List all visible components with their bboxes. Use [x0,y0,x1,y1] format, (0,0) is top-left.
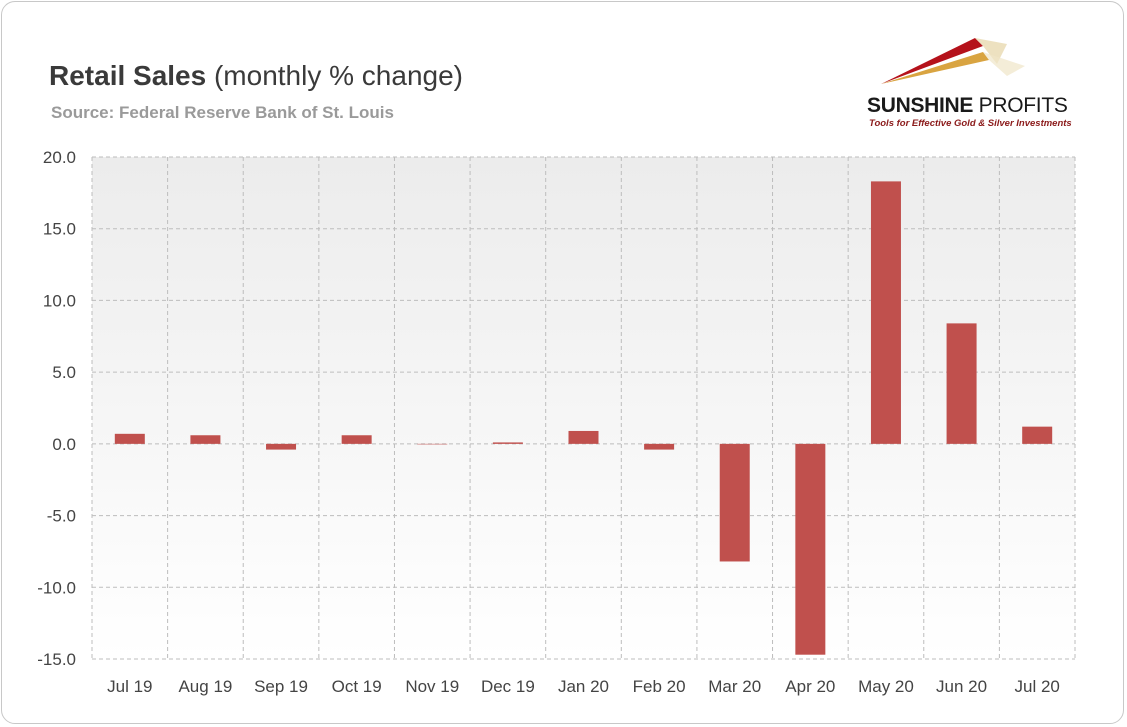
bar-sep-19 [266,443,297,450]
y-tick-label: 15.0 [43,220,76,239]
x-tick-label: Jul 20 [1015,677,1060,696]
bar-feb-20 [644,443,675,450]
x-tick-label: Jan 20 [558,677,609,696]
y-tick-label: -10.0 [37,578,76,597]
plot-area [92,157,1075,659]
title-rest: (monthly % change) [206,60,463,91]
x-tick-label: Aug 19 [178,677,232,696]
logo-rays-icon [881,38,1025,84]
x-tick-label: Apr 20 [785,677,835,696]
x-tick-label: Nov 19 [405,677,459,696]
sunshine-profits-logo: SUNSHINE PROFITS Tools for Effective Gol… [857,30,1087,130]
x-axis-ticks: Jul 19 Aug 19 Sep 19 Oct 19 Nov 19 Dec 19 Jan … [107,677,1060,696]
y-axis-ticks: 20.0 15.0 10.0 5.0 0.0 -5.0 -10.0 -15.0 [37,148,76,669]
x-tick-label: Mar 20 [708,677,761,696]
bar-jul-20 [1022,426,1053,444]
bar-jan-20 [568,430,599,444]
y-tick-label: 10.0 [43,291,76,310]
bar-jun-20 [946,323,977,444]
y-tick-label: -15.0 [37,650,76,669]
bar-mar-20 [719,443,750,562]
bar-aug-19 [190,435,221,444]
x-tick-label: Feb 20 [633,677,686,696]
title-bold: Retail Sales [49,60,207,91]
y-tick-label: 20.0 [43,148,76,167]
source-subtitle: Source: Federal Reserve Bank of St. Loui… [51,103,394,122]
y-tick-label: 5.0 [52,363,76,382]
logo-name: SUNSHINE PROFITS [867,94,1068,117]
bar-may-20 [870,181,901,444]
logo-tagline: Tools for Effective Gold & Silver Invest… [869,118,1072,129]
bars [114,181,1053,655]
x-tick-label: Jul 19 [107,677,152,696]
bar-oct-19 [341,435,372,444]
bar-nov-19 [417,443,448,445]
y-tick-label: 0.0 [52,435,76,454]
x-tick-label: Dec 19 [481,677,535,696]
x-tick-label: May 20 [858,677,914,696]
chart-title: Retail Sales (monthly % change) [49,60,463,92]
x-tick-label: Sep 19 [254,677,308,696]
bar-apr-20 [795,443,826,655]
x-tick-label: Oct 19 [332,677,382,696]
bar-jul-19 [114,433,145,444]
bar-dec-19 [492,442,523,444]
x-tick-label: Jun 20 [936,677,987,696]
y-tick-label: -5.0 [47,507,76,526]
